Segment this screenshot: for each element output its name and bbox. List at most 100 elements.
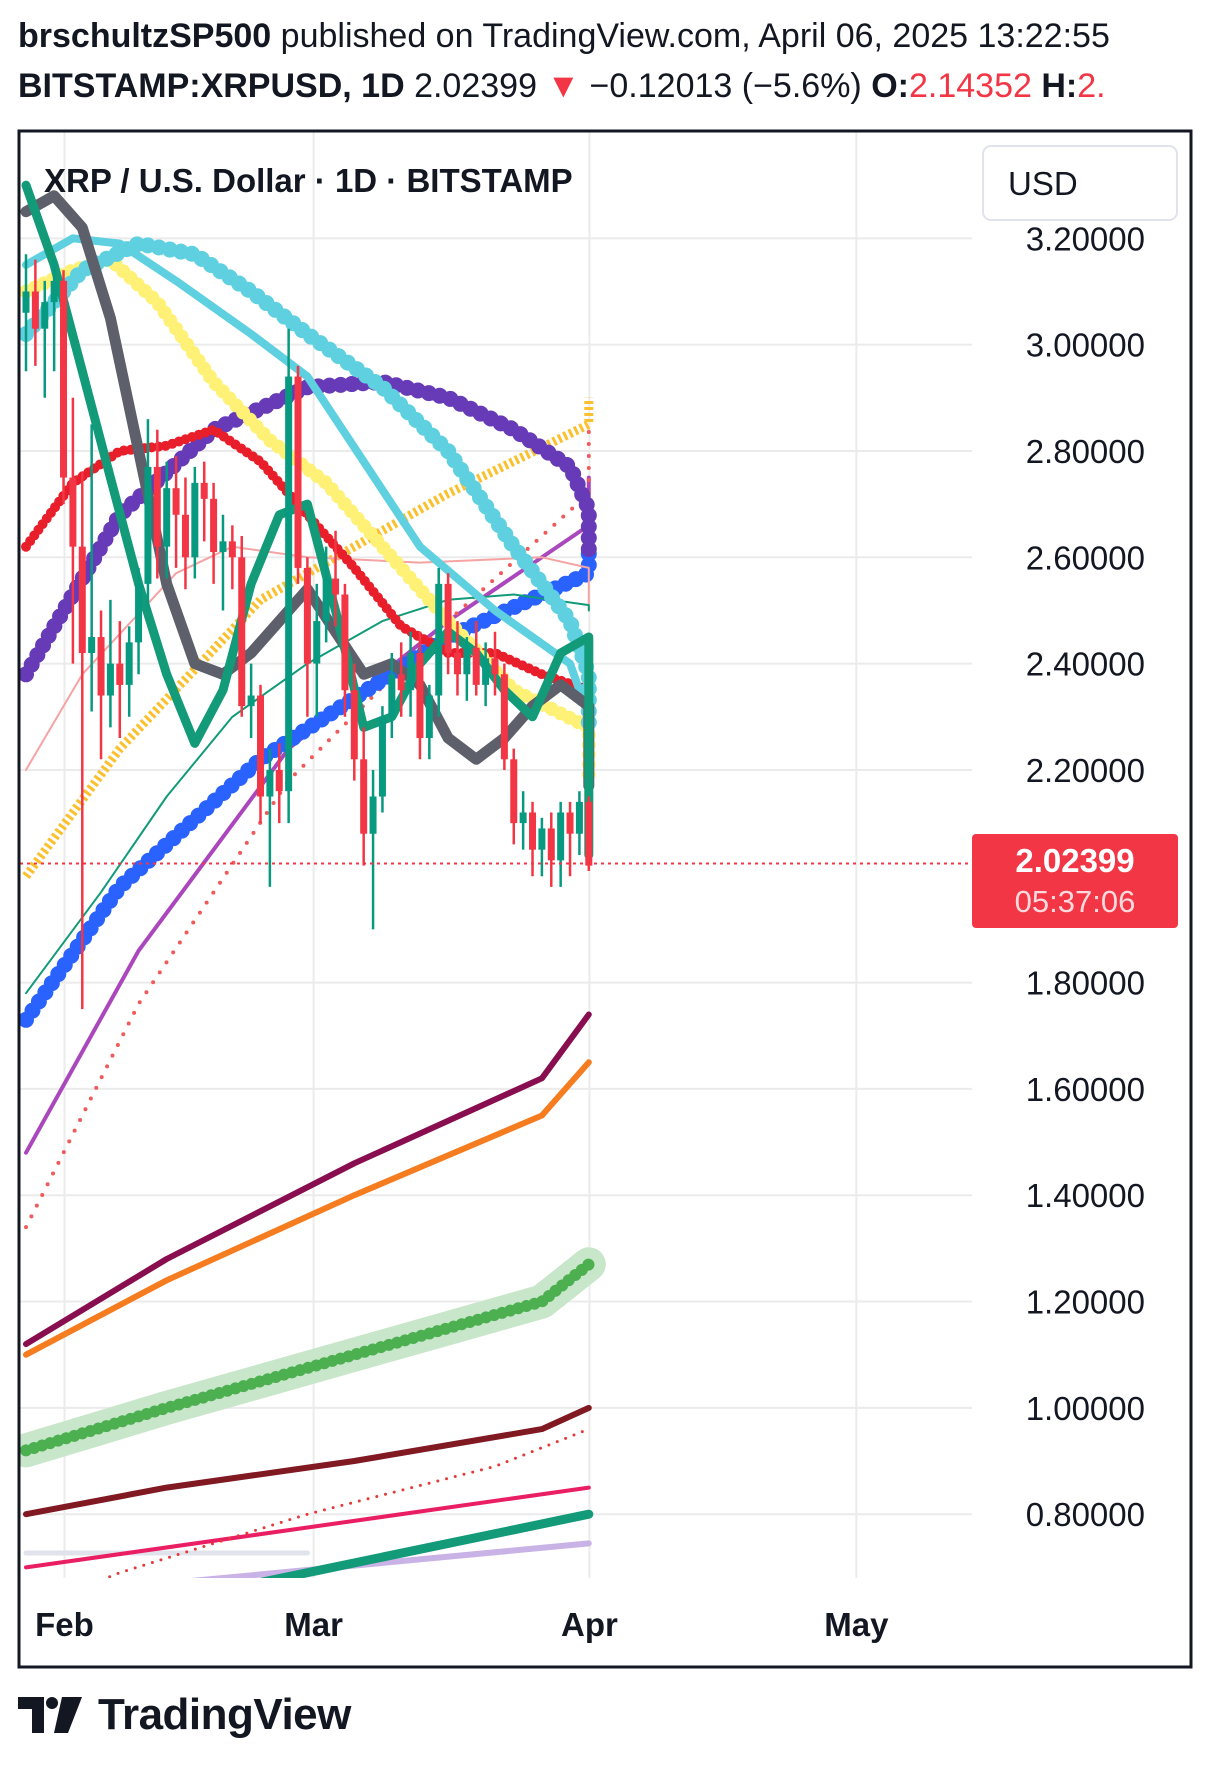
candle-body [116,663,124,685]
time-axis[interactable]: Feb Mar Apr May [35,1606,889,1643]
last-price: 2.02399 [414,67,537,105]
candle-body [97,637,105,696]
candle-body [425,695,433,739]
candle [228,525,236,590]
candle [332,530,340,627]
candle [144,419,152,611]
candle-body [463,647,471,675]
candle [407,631,415,717]
price-tick-label: 1.20000 [1026,1284,1145,1321]
candle-body [191,482,199,558]
price-change: −0.12013 (−5.6%) [589,67,862,105]
candle [350,663,358,781]
time-tick-label: Apr [561,1606,618,1643]
candle-body [313,621,321,664]
candle [388,652,396,739]
price-tick-label: 2.20000 [1026,752,1145,789]
candle-body [472,647,480,685]
candle [238,536,246,717]
candle [341,583,349,717]
candle [482,642,490,707]
open-label: O: [871,67,909,105]
candle [425,684,433,760]
candle-body [172,488,180,515]
indicator-line [102,1427,591,1578]
candle-body [407,652,415,691]
tradingview-logo[interactable]: TradingView [18,1690,351,1740]
candle-body [50,280,58,303]
candle-body [181,514,189,558]
candle [125,626,133,717]
candle [472,621,480,696]
currency-button[interactable]: USD [982,145,1178,221]
candle [463,637,471,701]
candle [210,482,218,584]
candle-body [294,376,302,568]
candle-body [60,280,68,478]
candle [491,631,499,696]
candle-body [435,583,443,696]
tradingview-logo-icon [18,1697,82,1733]
price-tick-label: 3.20000 [1026,220,1145,257]
price-tick-label: 1.80000 [1026,965,1145,1002]
candle [303,557,311,717]
candle-body [144,466,152,584]
indicator-line [24,422,591,1230]
candle-body [510,759,518,824]
candle-body [78,546,86,653]
candle [22,254,30,372]
price-tag-value: 2.02399 [1015,842,1134,879]
candles [22,254,593,1010]
candle-body [322,578,330,622]
price-tick-label: 1.60000 [1026,1071,1145,1108]
candle-body [482,658,490,685]
candle [416,631,424,760]
author-name[interactable]: brschultzSP500 [18,17,272,55]
candle-body [360,759,368,834]
candle-body [557,812,565,861]
price-axis[interactable]: 3.20000 3.00000 2.80000 2.60000 2.40000 2.200… [1026,220,1145,1533]
candle-body [547,828,555,861]
candle [116,621,124,739]
price-tag-countdown: 05:37:06 [1015,884,1136,919]
candle-body [341,594,349,691]
candle [322,546,330,643]
candle-body [69,477,77,547]
publish-info: brschultzSP500 published on TradingView.… [18,16,1110,56]
candle-body [350,690,358,760]
candle [247,663,255,739]
brand-name: TradingView [98,1690,351,1739]
symbol-name: BITSTAMP:XRPUSD, 1D [18,67,405,105]
currency-button-bg[interactable] [982,145,1178,221]
candle-body [285,376,293,792]
grid [20,132,972,1578]
currency-label[interactable]: USD [1008,165,1078,202]
candle-body [566,812,574,834]
candle-body [491,658,499,675]
candle [397,642,405,717]
price-tick-label: 2.80000 [1026,433,1145,470]
candle-body [88,637,96,653]
candle [181,477,189,590]
candle [69,397,77,664]
candle [547,812,555,887]
publish-text: published on TradingView.com, April 06, … [280,17,1110,55]
high-value: 2. [1077,67,1106,105]
candle-body [200,482,208,499]
price-tick-label: 0.80000 [1026,1496,1145,1533]
candle [163,461,171,579]
candle-body [397,674,405,691]
time-tick-label: Feb [35,1606,94,1643]
candle [500,663,508,770]
indicator-line [22,397,594,879]
candle [200,461,208,542]
symbol-info: BITSTAMP:XRPUSD, 1D 2.02399 ▼ −0.12013 (… [18,66,1106,106]
indicator-line [20,235,597,736]
candle [191,466,199,579]
down-arrow-icon: ▼ [546,67,581,105]
candle [60,270,68,505]
candle-body [332,578,340,595]
candle-body [444,583,452,653]
candle [31,259,39,366]
